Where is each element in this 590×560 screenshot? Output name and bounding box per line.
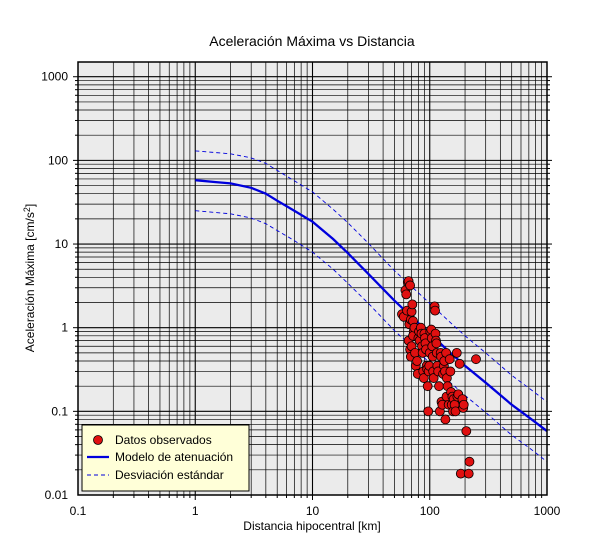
data-point bbox=[464, 456, 475, 467]
legend-box bbox=[81, 424, 250, 492]
x-tick-label: 1000 bbox=[534, 504, 561, 518]
data-point bbox=[401, 289, 412, 300]
data-point bbox=[461, 426, 472, 437]
legend-label-desviacion-estandar: Desviación estándar bbox=[115, 468, 224, 482]
y-tick-label: 100 bbox=[48, 153, 68, 167]
std-lower-line bbox=[195, 210, 548, 463]
model-line bbox=[195, 179, 548, 433]
data-point bbox=[407, 299, 418, 310]
x-tick-label: 10 bbox=[306, 504, 320, 518]
legend-label-datos-observados: Datos observados bbox=[115, 433, 212, 447]
legend: Datos observados Modelo de atenuación De… bbox=[81, 424, 250, 492]
y-tick-label: 0.01 bbox=[45, 488, 69, 502]
x-axis-label: Distancia hipocentral [km] bbox=[243, 519, 380, 533]
data-point bbox=[422, 381, 433, 392]
data-point bbox=[454, 358, 465, 369]
legend-marker-datos-observados bbox=[93, 435, 103, 445]
data-point bbox=[418, 373, 429, 383]
data-point bbox=[445, 366, 456, 377]
x-tick-label: 0.1 bbox=[70, 504, 87, 518]
chart-title: Aceleración Máxima vs Distancia bbox=[209, 33, 415, 49]
data-point bbox=[405, 280, 416, 291]
x-tick-label: 1 bbox=[192, 504, 199, 518]
data-point bbox=[471, 354, 481, 365]
data-point bbox=[423, 406, 434, 417]
data-point bbox=[434, 381, 444, 392]
data-point bbox=[463, 468, 474, 479]
data-point bbox=[451, 347, 462, 358]
y-tick-label: 1 bbox=[61, 321, 68, 335]
data-point bbox=[444, 354, 455, 365]
legend-label-modelo-de-atenuacion: Modelo de atenuación bbox=[115, 450, 233, 464]
data-point bbox=[431, 338, 442, 349]
data-point bbox=[458, 399, 469, 410]
data-point bbox=[430, 305, 440, 316]
y-tick-label: 10 bbox=[55, 237, 69, 251]
y-tick-label: 0.1 bbox=[51, 404, 68, 418]
std-upper-line bbox=[195, 150, 548, 403]
data-point bbox=[440, 414, 451, 425]
y-tick-label: 1000 bbox=[41, 70, 68, 84]
y-axis-label: Aceleración Máxima [cm/s2] bbox=[22, 204, 37, 352]
data-point bbox=[412, 356, 422, 366]
x-tick-label: 100 bbox=[420, 504, 440, 518]
data-point bbox=[428, 373, 439, 383]
